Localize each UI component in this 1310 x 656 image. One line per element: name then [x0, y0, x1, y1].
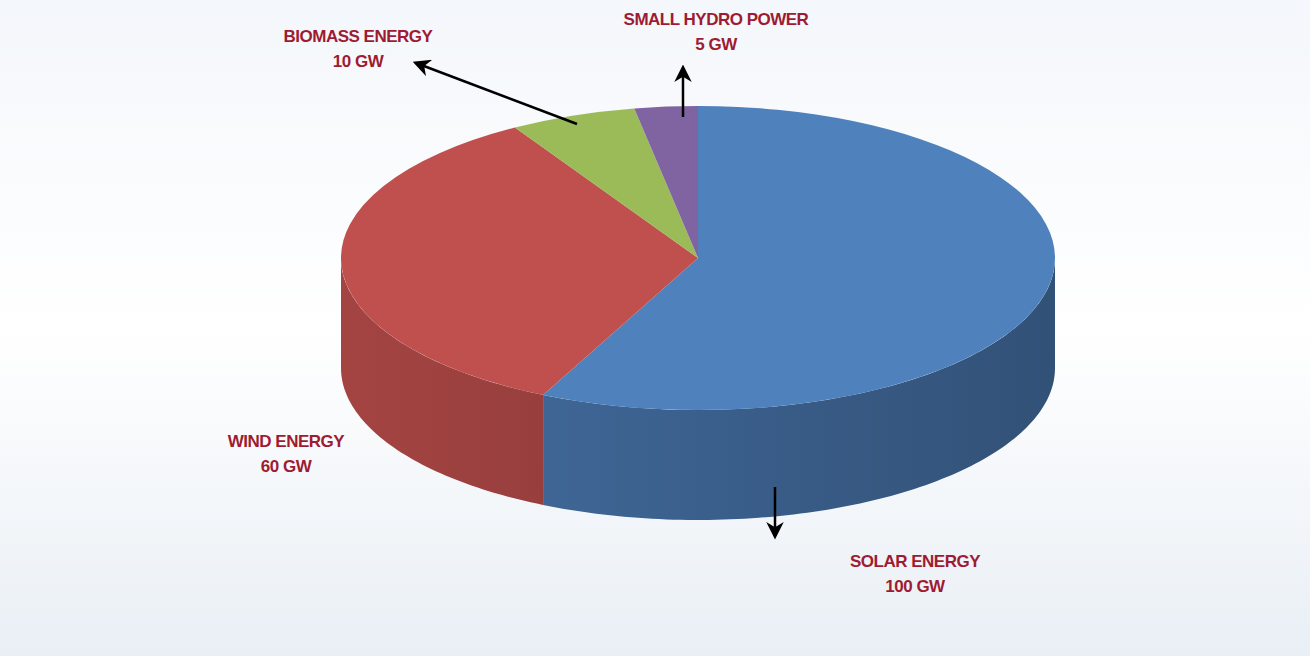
background — [0, 0, 1310, 656]
leader-arrow — [682, 68, 685, 117]
slice-label: SOLAR ENERGY — [850, 552, 981, 571]
chart: SOLAR ENERGY 100 GW WIND ENERGY 60 GW BIOMAS… — [0, 0, 1310, 656]
leader-arrow — [416, 63, 577, 124]
pie-slice — [634, 106, 698, 258]
leader-arrow — [774, 487, 777, 536]
slice-value-label: 60 GW — [261, 457, 313, 476]
slice-label: BIOMASS ENERGY — [284, 27, 434, 46]
slice-value-label: 10 GW — [333, 52, 385, 71]
slice-label: WIND ENERGY — [228, 432, 346, 451]
data-labels: SOLAR ENERGY 100 GW WIND ENERGY 60 GW BIOMAS… — [228, 10, 981, 596]
slice-label: SMALL HYDRO POWER — [624, 10, 809, 29]
slice-value-label: 5 GW — [695, 35, 738, 54]
pie — [341, 106, 1055, 520]
slice-value-label: 100 GW — [885, 577, 946, 596]
pie-top — [341, 106, 1055, 410]
